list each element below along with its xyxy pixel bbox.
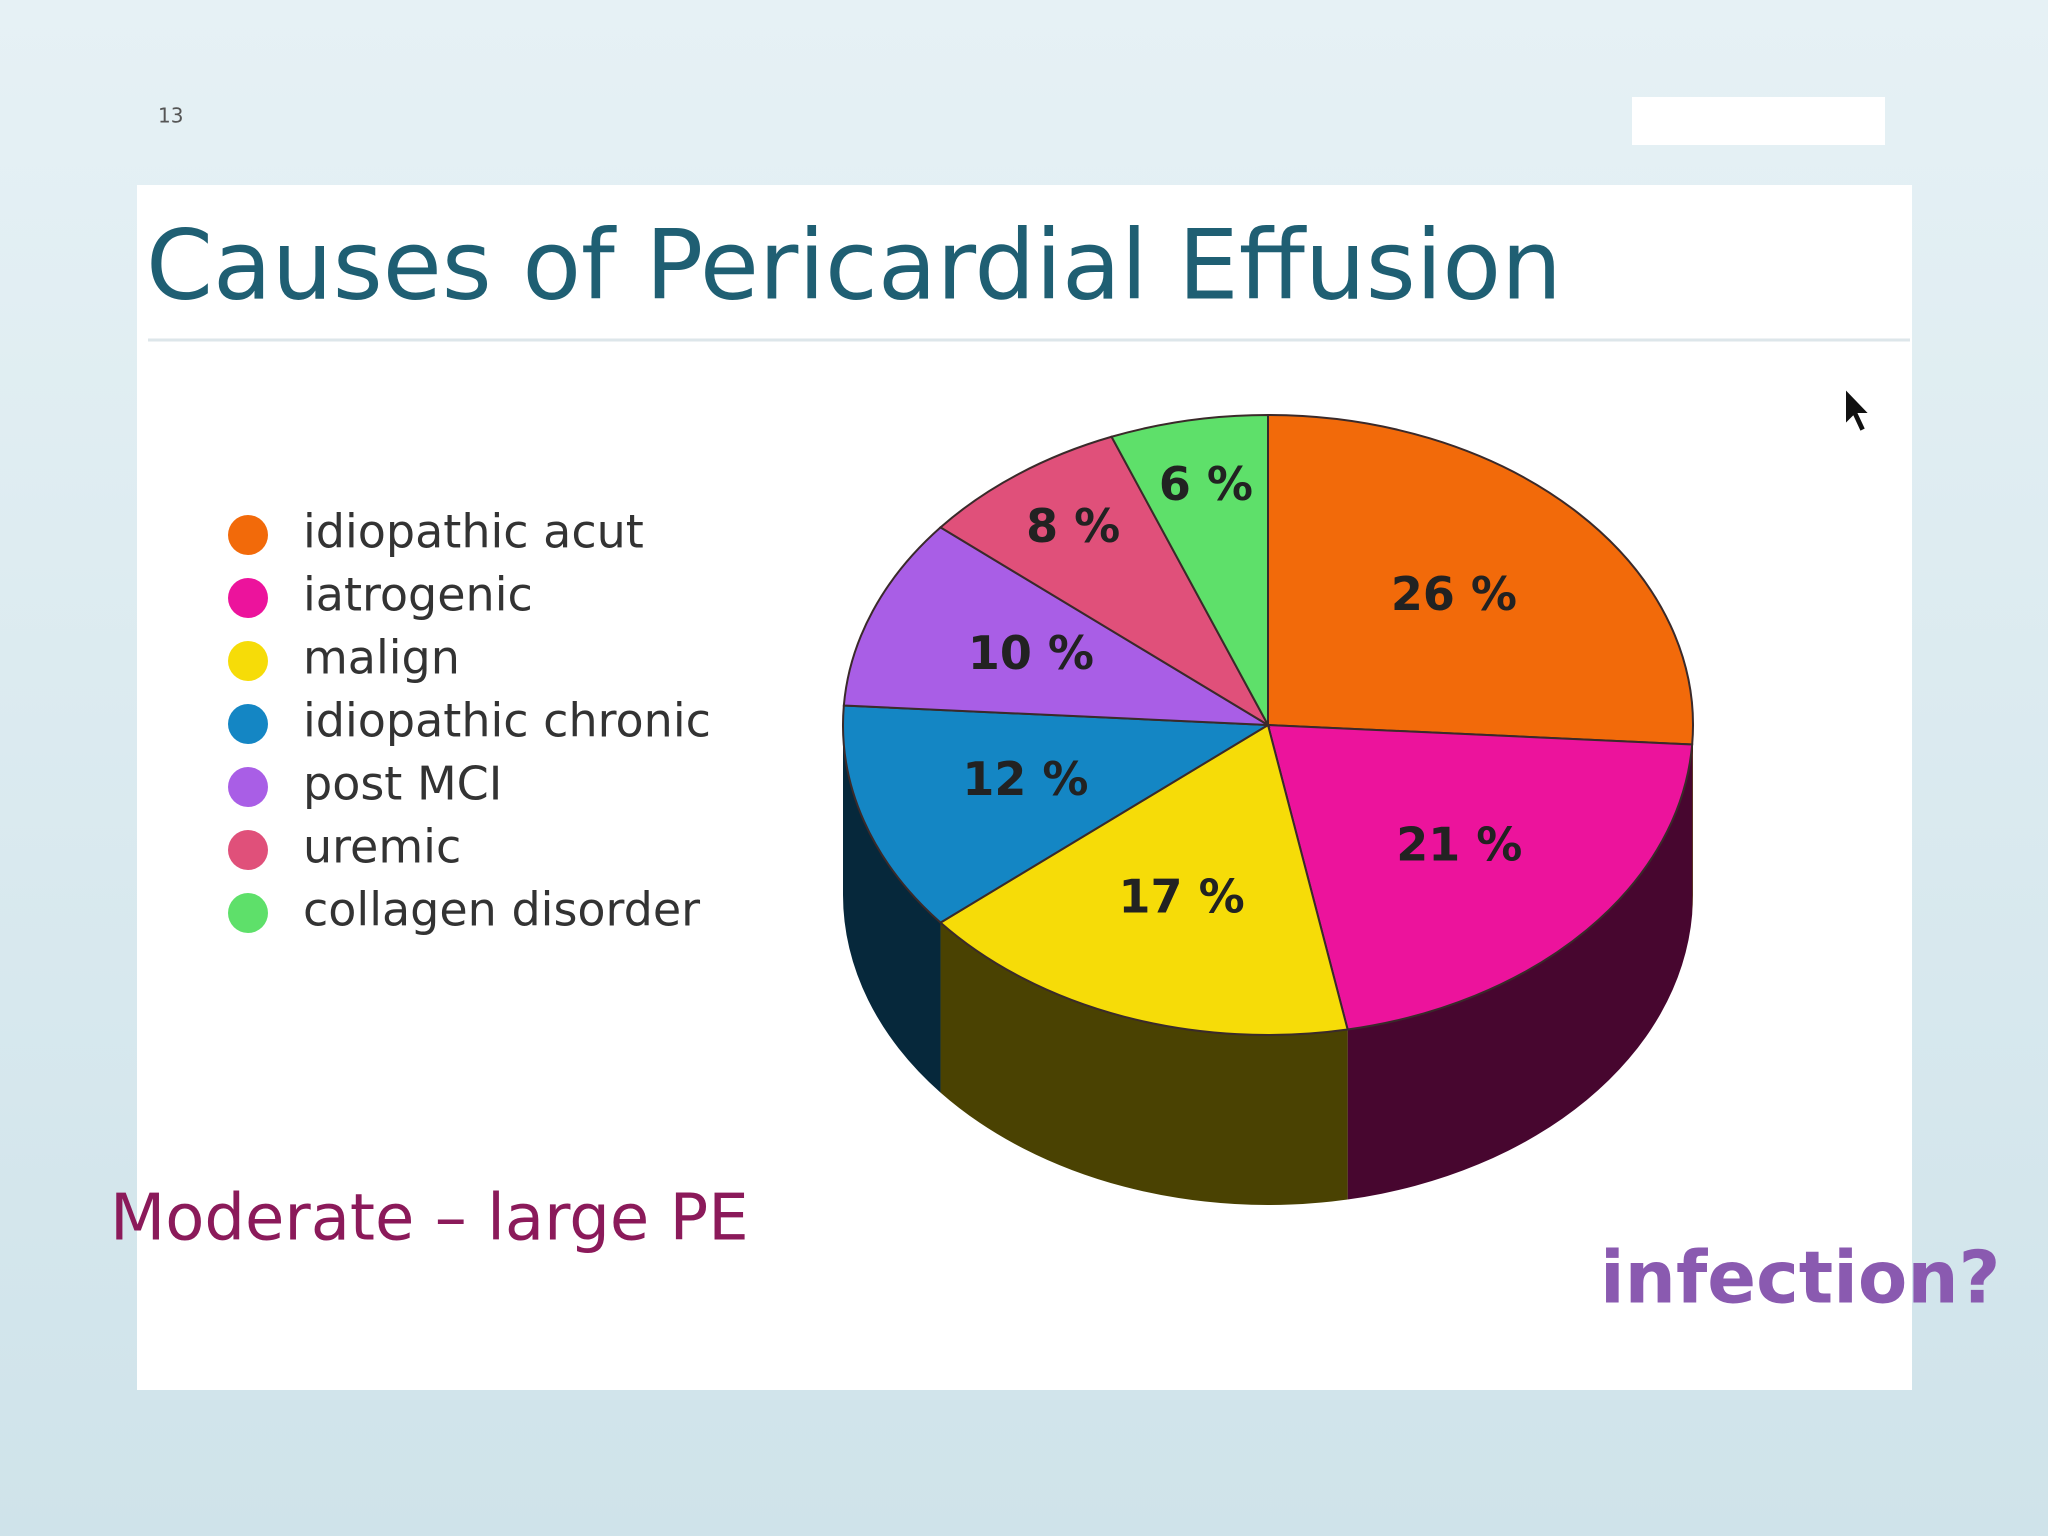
slice bbox=[1267, 413, 1694, 746]
slice-side bbox=[940, 922, 1348, 1205]
logo-box bbox=[1632, 97, 1885, 145]
data-label: 17 % bbox=[1119, 870, 1245, 924]
data-label: 21 % bbox=[1396, 818, 1522, 872]
slice bbox=[938, 723, 1349, 1036]
slice bbox=[938, 435, 1271, 728]
legend-label: post MCI bbox=[303, 757, 502, 811]
data-label: 6 % bbox=[1159, 457, 1253, 511]
legend-marker bbox=[228, 704, 268, 744]
mouse-cursor bbox=[1844, 385, 1873, 434]
legend-marker bbox=[228, 767, 268, 807]
legend-marker bbox=[228, 893, 268, 933]
page-number: 13 bbox=[158, 104, 183, 128]
legend-label: malign bbox=[303, 631, 460, 685]
data-label: 12 % bbox=[962, 752, 1088, 806]
legend-label: iatrogenic bbox=[303, 568, 533, 622]
slice-side bbox=[1692, 725, 1693, 915]
slice-side bbox=[843, 725, 941, 1093]
data-label: 26 % bbox=[1391, 567, 1517, 621]
legend-label: collagen disorder bbox=[303, 883, 700, 937]
legend-marker bbox=[228, 578, 268, 618]
legend-label: uremic bbox=[303, 820, 461, 874]
slice-side bbox=[1347, 744, 1693, 1200]
legend-marker bbox=[228, 641, 268, 681]
legend-marker bbox=[228, 515, 268, 555]
slice bbox=[1266, 723, 1694, 1031]
data-label: 10 % bbox=[968, 626, 1094, 680]
chart-title: Causes of Pericardial Effusion bbox=[146, 209, 1562, 321]
legend-label: idiopathic acut bbox=[303, 505, 644, 559]
annotation: Moderate – large PE bbox=[110, 1182, 749, 1256]
legend-marker bbox=[228, 830, 268, 870]
annotation: infection? bbox=[1600, 1236, 2000, 1320]
legend-label: idiopathic chronic bbox=[303, 694, 711, 748]
slice bbox=[842, 704, 1272, 924]
data-label: 8 % bbox=[1026, 499, 1120, 553]
slice bbox=[842, 526, 1269, 726]
slice bbox=[1110, 413, 1269, 726]
